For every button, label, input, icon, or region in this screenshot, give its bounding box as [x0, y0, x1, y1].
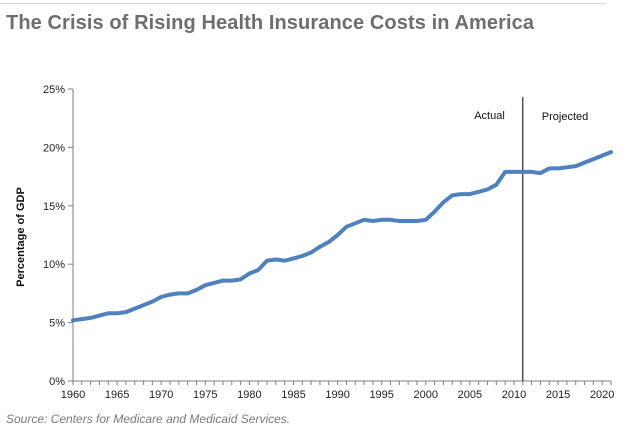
- y-tick-label: 0%: [49, 376, 65, 388]
- x-tick-label: 2020: [590, 389, 614, 401]
- page-title: The Crisis of Rising Health Insurance Co…: [6, 12, 535, 34]
- y-tick-label: 20%: [43, 142, 65, 154]
- x-tick-label: 2005: [458, 389, 482, 401]
- x-tick-label: 1970: [149, 389, 173, 401]
- y-tick-label: 5%: [49, 318, 65, 330]
- header-rule: [0, 3, 606, 4]
- x-tick-label: 2000: [414, 389, 438, 401]
- actual-projected-divider: Actual Projected: [474, 97, 588, 381]
- health-cost-chart: 0% 5% 10% 15% 20% 25% 1960 1965 1970 1975 1980 198…: [15, 84, 614, 401]
- x-tick-label: 1985: [281, 389, 305, 401]
- y-axis-title: Percentage of GDP: [15, 187, 27, 287]
- chart-labels: Percentage of GDP: [15, 187, 27, 287]
- x-tick-label: 1995: [369, 389, 393, 401]
- source-note: Source: Centers for Medicare and Medicai…: [6, 412, 291, 426]
- x-tick-label: 1990: [325, 389, 349, 401]
- y-tick-label: 10%: [43, 259, 65, 271]
- x-tick-label: 2015: [546, 389, 570, 401]
- series-line: [71, 150, 613, 323]
- x-tick-label: 1965: [105, 389, 129, 401]
- y-tick-label: 15%: [43, 201, 65, 213]
- x-tick-label: 1975: [193, 389, 217, 401]
- series-layer: [71, 150, 613, 323]
- y-axis: 0% 5% 10% 15% 20% 25%: [43, 84, 74, 388]
- actual-label: Actual: [474, 110, 505, 122]
- projected-label: Projected: [542, 111, 588, 123]
- x-tick-label: 1980: [237, 389, 261, 401]
- x-tick-label: 2010: [502, 389, 526, 401]
- x-tick-label: 1960: [61, 389, 85, 401]
- y-tick-label: 25%: [43, 84, 65, 96]
- x-axis: 1960 1965 1970 1975 1980 1985 1990 1995 2000 2005…: [61, 380, 614, 401]
